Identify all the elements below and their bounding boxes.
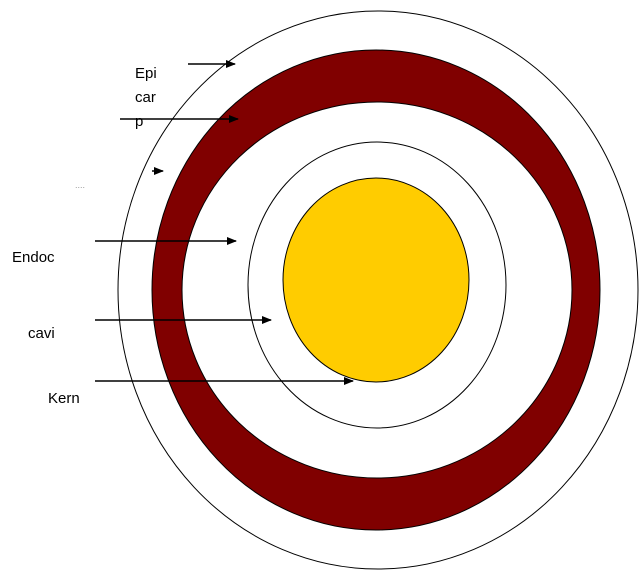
label: p [135, 113, 143, 130]
label: .... [75, 180, 85, 190]
label: Epi [135, 65, 157, 82]
label: car [135, 89, 156, 106]
page: Epi car p .... Endoc cavi Kern (() => { … [0, 0, 639, 570]
label: cavi [28, 325, 55, 342]
label: Kern [48, 390, 80, 407]
fruit-diagram: Epi car p .... Endoc cavi Kern [0, 0, 639, 570]
kernel [283, 178, 469, 382]
label: Endoc [12, 249, 55, 266]
